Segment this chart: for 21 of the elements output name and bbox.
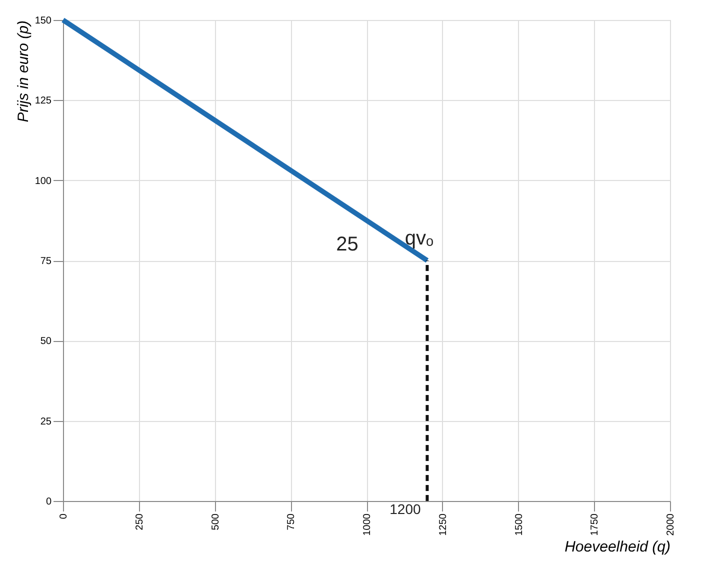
x-tick-label: 1500 [514, 513, 525, 536]
y-tick-label: 150 [34, 16, 52, 26]
x-tick-label: 1000 [362, 513, 373, 536]
x-tick-label: 1750 [590, 513, 601, 536]
y-axis-title: Prijs in euro (p) [14, 20, 32, 122]
y-tick-label: 0 [46, 496, 52, 508]
y-tick-label: 25 [40, 416, 52, 428]
x-tick-label: 250 [134, 513, 146, 530]
x-tick-label: 750 [286, 513, 298, 530]
y-tick-label: 75 [40, 256, 52, 267]
annotation: 1200 [390, 501, 421, 517]
annotation: qvₒ [404, 228, 434, 250]
x-tick-label: 500 [210, 513, 222, 530]
x-axis-title: Hoeveelheid (q) [564, 538, 670, 556]
annotation: 25 [336, 234, 358, 256]
y-tick-label: 50 [40, 336, 52, 348]
x-tick-label: 0 [58, 513, 70, 520]
y-tick-label: 100 [34, 176, 52, 187]
x-tick-label: 1250 [438, 513, 449, 536]
x-tick-label: 2000 [666, 513, 676, 536]
y-tick-label: 125 [34, 96, 52, 107]
